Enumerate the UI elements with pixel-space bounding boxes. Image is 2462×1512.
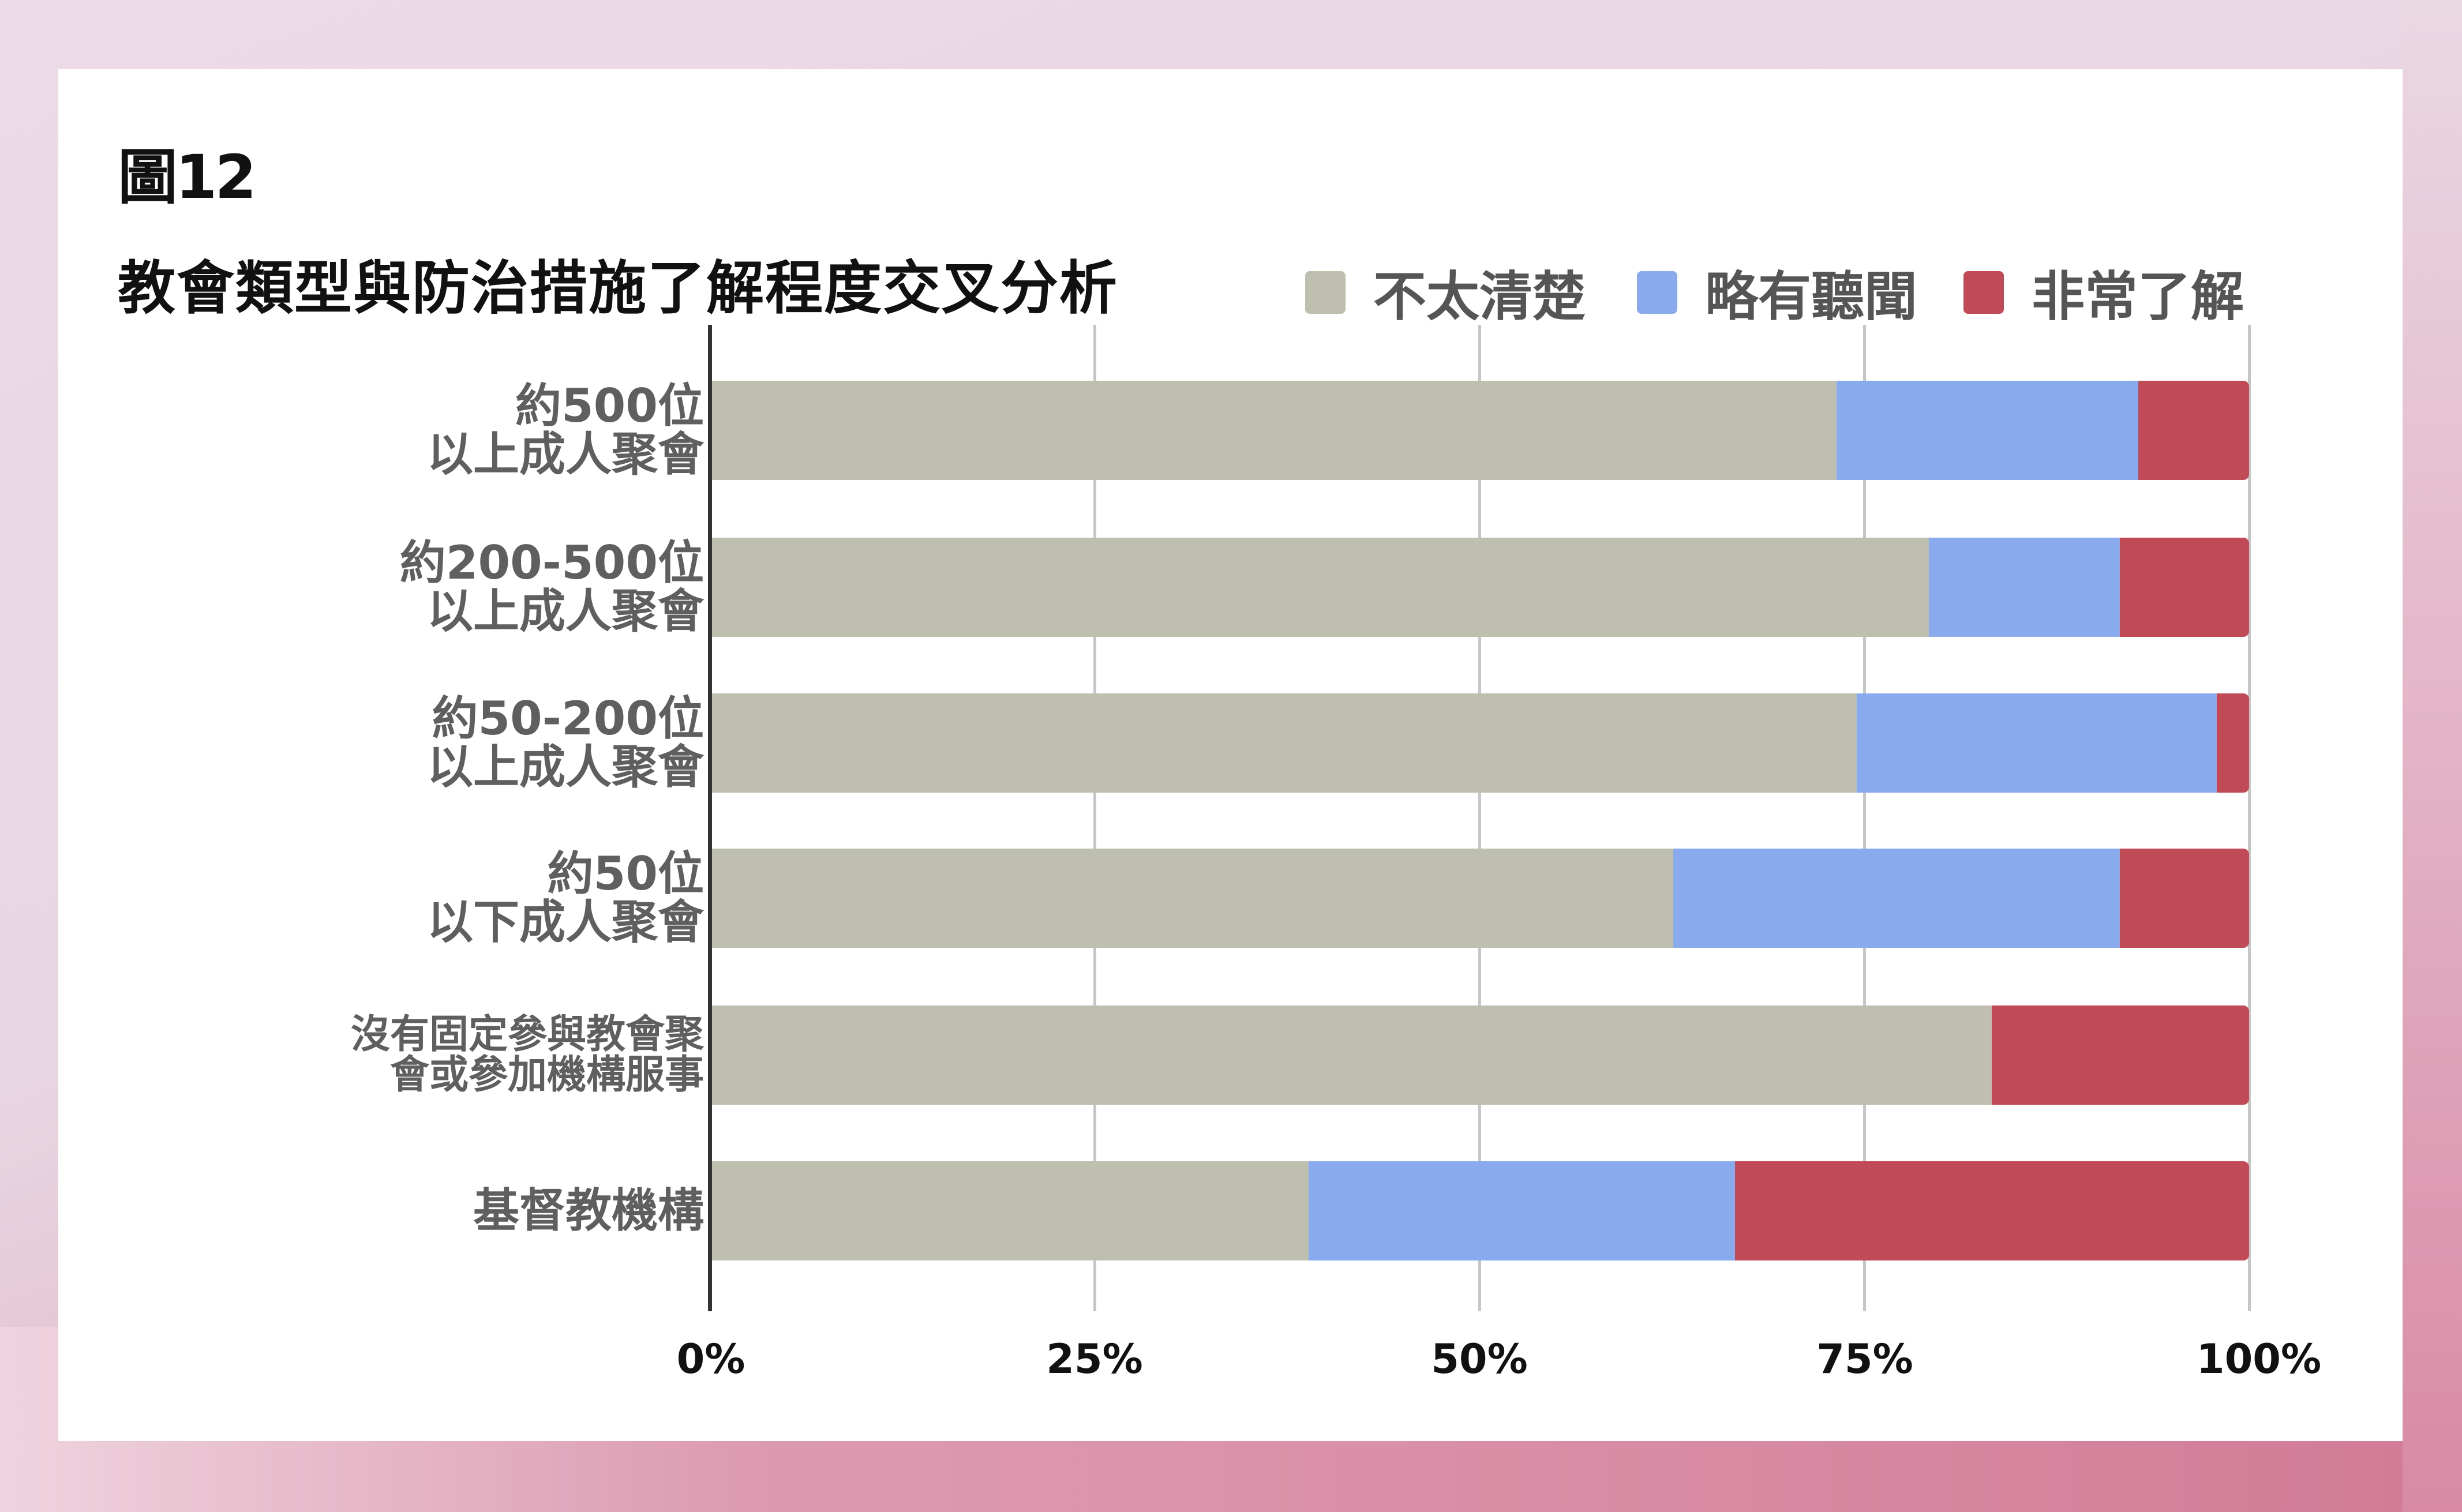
chart-title: 教會類型與防治措施了解程度交叉分析 (118, 254, 1118, 322)
category-label: 沒有固定參與教會聚 會或參加機構服事 (351, 1015, 704, 1095)
plot-area (708, 325, 2251, 1311)
legend-item-understand: 非常了解 (1963, 254, 2244, 331)
category-label: 約200-500位 以上成人聚會 (400, 539, 704, 636)
bar-segment (1673, 849, 2120, 948)
legend-label: 非常了解 (2032, 266, 2244, 328)
bar-segment (1856, 693, 2217, 793)
bar-segment (2119, 538, 2249, 637)
bar-row (710, 381, 2249, 480)
bar-segment (1836, 381, 2138, 480)
category-label: 約50-200位 以上成人聚會 (427, 695, 704, 791)
bar-segment (710, 381, 1837, 480)
category-label-line: 約200-500位 (399, 536, 704, 590)
bar-segment (2138, 381, 2249, 480)
x-tick-label: 0% (676, 1335, 745, 1383)
category-label-line: 以下成人聚會 (427, 895, 704, 949)
bar-segment (710, 1161, 1309, 1260)
legend-swatch-understand (1963, 271, 2004, 314)
category-label-line: 以上成人聚會 (427, 740, 704, 794)
bar-segment (1992, 1006, 2249, 1105)
legend-swatch-heard (1637, 271, 1677, 314)
x-tick-label: 25% (1046, 1335, 1143, 1383)
background-wash-right (2403, 0, 2462, 1512)
category-label: 基督教機構 (473, 1187, 704, 1235)
gridline-75 (1863, 325, 1866, 1311)
x-tick-label: 100% (2196, 1335, 2322, 1383)
gridline-100 (2248, 325, 2251, 1311)
bar-segment (1929, 538, 2120, 637)
legend-item-unclear: 不太清楚 (1305, 254, 1586, 331)
bar-segment (710, 1006, 1992, 1105)
figure-label: 圖12 (118, 142, 257, 212)
category-label-line: 會或參加機構服事 (389, 1052, 704, 1098)
category-label: 約500位 以上成人聚會 (427, 382, 704, 479)
x-tick-label: 50% (1431, 1335, 1528, 1383)
legend-label: 略有聽聞 (1705, 266, 1918, 328)
category-label: 約50位 以下成人聚會 (427, 850, 704, 947)
bar-segment (1734, 1161, 2249, 1260)
bar-segment (710, 538, 1929, 637)
bar-segment (710, 849, 1674, 948)
category-label-line: 約50-200位 (432, 692, 704, 745)
bar-row (710, 1006, 2249, 1105)
category-label-line: 以上成人聚會 (427, 584, 704, 638)
x-tick-label: 75% (1816, 1335, 1913, 1383)
y-axis-line (708, 325, 712, 1311)
category-label-line: 基督教機構 (473, 1184, 704, 1237)
bar-row (710, 538, 2249, 637)
category-label-line: 約50位 (547, 847, 704, 901)
legend-item-heard: 略有聽聞 (1637, 254, 1917, 331)
bar-segment (2119, 849, 2249, 948)
bar-segment (2216, 693, 2249, 793)
bar-segment (710, 693, 1857, 793)
category-label-line: 約500位 (515, 379, 704, 433)
gridline-25 (1093, 325, 1096, 1311)
category-label-line: 以上成人聚會 (427, 427, 704, 481)
bar-segment (1308, 1161, 1735, 1260)
bar-row (710, 849, 2249, 948)
legend-swatch-unclear (1305, 271, 1346, 314)
category-label-line: 沒有固定參與教會聚 (350, 1012, 704, 1057)
bar-row (710, 1161, 2249, 1260)
gridline-50 (1478, 325, 1481, 1311)
legend-label: 不太清楚 (1373, 266, 1586, 328)
bar-row (710, 693, 2249, 793)
